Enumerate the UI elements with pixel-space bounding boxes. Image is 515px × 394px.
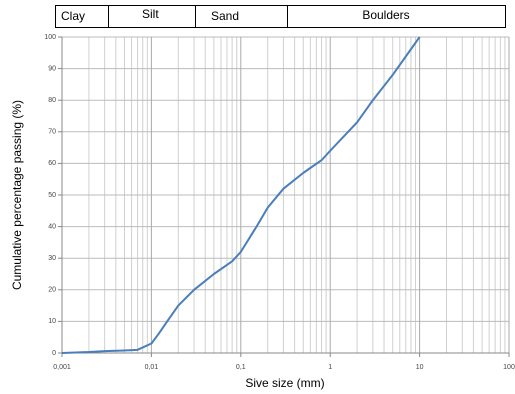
y-axis-title: Cumulative percentage passing (%): [10, 100, 24, 290]
y-tick-label: 80: [48, 97, 56, 104]
y-tick-label: 90: [48, 65, 56, 72]
y-tick-label: 70: [48, 129, 56, 136]
band-label: Sand: [211, 9, 239, 23]
y-tick-label: 60: [48, 160, 56, 167]
band-label: Clay: [61, 9, 85, 23]
x-tick-label: 1: [328, 364, 332, 371]
y-tick-label: 100: [44, 34, 56, 41]
x-tick-label: 0,001: [53, 364, 71, 371]
y-tick-label: 30: [48, 255, 56, 262]
band-label: Silt: [142, 7, 159, 21]
y-tick-label: 0: [52, 350, 56, 357]
classification-band: [55, 5, 506, 28]
x-tick-label: 100: [503, 364, 515, 371]
data-line: [61, 36, 421, 354]
x-axis-title: Sive size (mm): [245, 376, 324, 390]
y-tick-label: 50: [48, 192, 56, 199]
y-tick-label: 40: [48, 223, 56, 230]
x-tick-label: 0,1: [236, 364, 246, 371]
x-tick-label: 10: [416, 364, 424, 371]
band-label: Boulders: [362, 8, 409, 22]
y-tick-label: 10: [48, 318, 56, 325]
band-frame: [55, 5, 506, 28]
x-tick-label: 0,01: [145, 364, 159, 371]
y-tick-label: 20: [48, 287, 56, 294]
